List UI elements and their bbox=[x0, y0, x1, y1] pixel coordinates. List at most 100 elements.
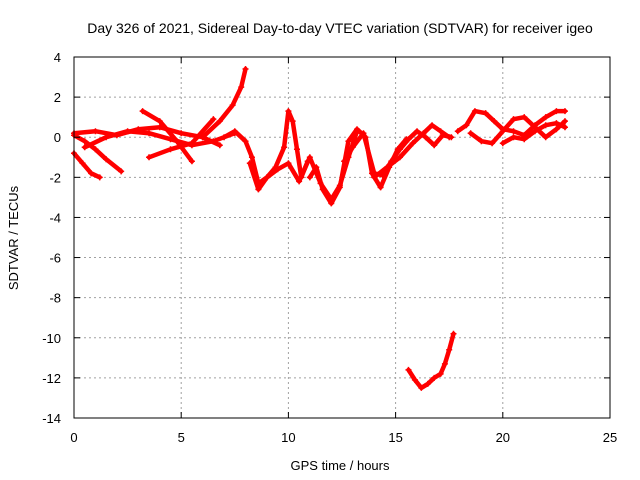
data-point bbox=[281, 144, 288, 151]
data-point bbox=[467, 130, 474, 137]
x-tick-label: 0 bbox=[70, 430, 77, 445]
data-point bbox=[345, 138, 352, 145]
data-point bbox=[79, 160, 86, 167]
data-point bbox=[293, 146, 300, 153]
data-point bbox=[341, 158, 348, 165]
data-point bbox=[248, 154, 255, 161]
y-tick-label: -8 bbox=[49, 291, 61, 306]
data-point bbox=[146, 154, 153, 161]
data-point bbox=[289, 118, 296, 125]
data-point bbox=[124, 128, 131, 135]
data-point bbox=[285, 108, 292, 115]
series-arc-6 bbox=[146, 116, 216, 160]
y-axis-label: SDTVAR / TECUs bbox=[6, 185, 21, 290]
data-point bbox=[360, 130, 367, 137]
data-point bbox=[210, 116, 217, 123]
data-point bbox=[103, 134, 110, 141]
data-point bbox=[542, 114, 549, 121]
data-point bbox=[255, 186, 262, 193]
data-point bbox=[414, 128, 421, 135]
data-point bbox=[521, 136, 528, 143]
data-point bbox=[420, 130, 427, 137]
data-point bbox=[510, 116, 517, 123]
series-arc-14 bbox=[455, 108, 568, 138]
data-point bbox=[336, 184, 343, 191]
data-point bbox=[446, 346, 453, 353]
x-tick-label: 5 bbox=[178, 430, 185, 445]
data-point bbox=[510, 134, 517, 141]
y-tick-label: -10 bbox=[42, 331, 61, 346]
data-point bbox=[482, 110, 489, 117]
data-point bbox=[553, 126, 560, 133]
data-point bbox=[553, 120, 560, 127]
series-arc-12 bbox=[371, 122, 452, 180]
data-point bbox=[92, 128, 99, 135]
x-tick-label: 10 bbox=[281, 430, 295, 445]
data-point bbox=[156, 124, 163, 131]
data-point bbox=[242, 138, 249, 145]
data-point bbox=[463, 122, 470, 129]
series-arc-15 bbox=[468, 114, 568, 146]
data-point bbox=[405, 366, 412, 373]
data-point bbox=[437, 370, 444, 377]
y-tick-label: 4 bbox=[54, 50, 61, 65]
y-tick-label: 2 bbox=[54, 90, 61, 105]
data-point bbox=[103, 156, 110, 163]
x-tick-label: 20 bbox=[496, 430, 510, 445]
axis-ticks: 0 5 10 15 20 25 -14 -12 -10 -8 -6 -4 -2 0 2 4 bbox=[42, 50, 617, 445]
plot-frame bbox=[73, 56, 611, 419]
data-point bbox=[431, 374, 438, 381]
data-point bbox=[306, 174, 313, 181]
data-point bbox=[446, 134, 453, 141]
series-arc-5 bbox=[140, 108, 195, 164]
data-point bbox=[521, 114, 528, 121]
data-point bbox=[396, 146, 403, 153]
data-point bbox=[499, 140, 506, 147]
data-point bbox=[328, 200, 335, 207]
data-point bbox=[561, 124, 568, 131]
data-point bbox=[216, 118, 223, 125]
data-series bbox=[71, 66, 568, 391]
data-point bbox=[118, 168, 125, 175]
data-point bbox=[81, 138, 88, 145]
y-tick-label: 0 bbox=[54, 130, 61, 145]
data-point bbox=[88, 170, 95, 177]
x-tick-label: 15 bbox=[388, 430, 402, 445]
data-point bbox=[478, 138, 485, 145]
data-point bbox=[199, 134, 206, 141]
data-point bbox=[296, 178, 303, 185]
data-point bbox=[178, 130, 185, 137]
series-arc-1 bbox=[71, 151, 102, 180]
data-point bbox=[491, 118, 498, 125]
data-point bbox=[139, 108, 146, 115]
x-axis-label: GPS time / hours bbox=[291, 458, 390, 473]
data-point bbox=[510, 128, 517, 135]
y-tick-label: -12 bbox=[42, 371, 61, 386]
data-point bbox=[246, 160, 253, 167]
data-point bbox=[188, 158, 195, 165]
data-point bbox=[561, 118, 568, 125]
data-point bbox=[471, 108, 478, 115]
data-point bbox=[285, 160, 292, 167]
data-point bbox=[371, 174, 378, 181]
data-point bbox=[306, 154, 313, 161]
data-point bbox=[431, 142, 438, 149]
data-point bbox=[221, 134, 228, 141]
data-point bbox=[231, 128, 238, 135]
data-point bbox=[229, 102, 236, 109]
data-point bbox=[424, 380, 431, 387]
data-point bbox=[238, 84, 245, 91]
data-point bbox=[274, 166, 281, 173]
data-point bbox=[499, 128, 506, 135]
data-point bbox=[242, 66, 249, 73]
data-point bbox=[553, 108, 560, 115]
data-point bbox=[437, 128, 444, 135]
data-point bbox=[396, 154, 403, 161]
data-point bbox=[411, 376, 418, 383]
data-point bbox=[173, 138, 180, 145]
data-point bbox=[405, 136, 412, 143]
series-arc-11 bbox=[341, 128, 454, 178]
data-point bbox=[377, 184, 384, 191]
data-point bbox=[489, 140, 496, 147]
